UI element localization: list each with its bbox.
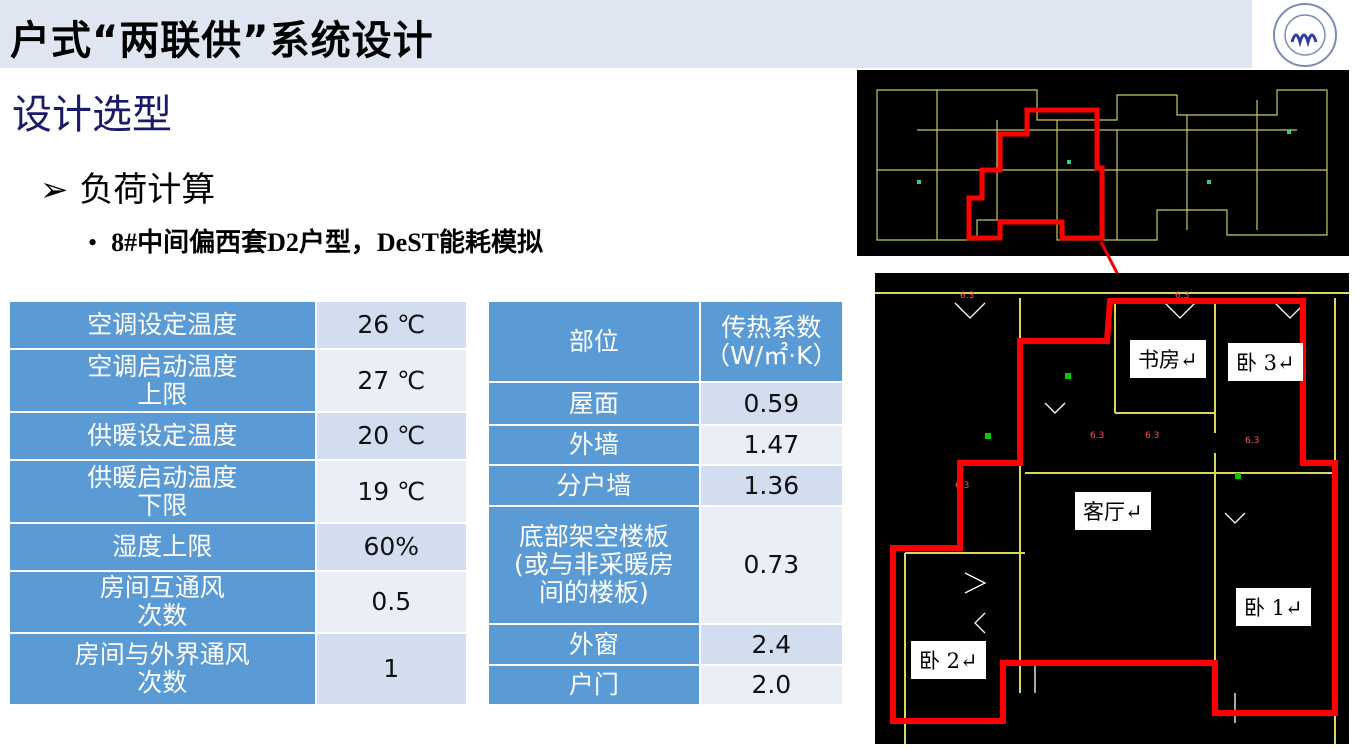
row-label: 房间互通风 次数	[8, 570, 317, 634]
row-label: 房间与外界通风 次数	[8, 632, 317, 706]
table-row: 供暖设定温度 20 ℃	[8, 411, 468, 461]
row-label: 屋面	[487, 381, 701, 426]
svg-text:6.3: 6.3	[960, 291, 974, 301]
row-value: 20 ℃	[314, 411, 468, 461]
building-plan-overview	[857, 70, 1349, 256]
table-header-row: 部位 传热系数 （W/㎡·K）	[487, 300, 845, 383]
setpoint-table: 空调设定温度 26 ℃ 空调启动温度 上限 27 ℃ 供暖设定温度 20 ℃ 供暖启动温度 …	[8, 300, 468, 706]
table-row: 屋面 0.59	[487, 381, 845, 426]
table-row: 外墙 1.47	[487, 424, 845, 466]
row-value: 2.4	[698, 623, 845, 666]
svg-text:6.3: 6.3	[1245, 436, 1259, 446]
table-row: 外窗 2.4	[487, 623, 845, 666]
row-label: 供暖设定温度	[8, 411, 317, 461]
row-label: 户门	[487, 664, 701, 706]
row-label: 底部架空楼板 (或与非采暖房 间的楼板)	[487, 505, 701, 625]
column-header: 传热系数 （W/㎡·K）	[698, 300, 845, 383]
room-label-study: 书房↵	[1130, 340, 1206, 378]
row-label: 空调设定温度	[8, 300, 317, 350]
row-value: 1.47	[698, 424, 845, 466]
heat-transfer-table: 部位 传热系数 （W/㎡·K） 屋面 0.59 外墙 1.47 分户墙 1.36 底部架空楼板 …	[487, 300, 845, 706]
table-row: 空调启动温度 上限 27 ℃	[8, 348, 468, 413]
row-value: 2.0	[698, 664, 845, 706]
row-label: 外窗	[487, 623, 701, 666]
title-bar: 户式“两联供”系统设计	[0, 0, 1252, 68]
subsection-text: 负荷计算	[79, 170, 216, 210]
row-label: 外墙	[487, 424, 701, 466]
svg-text:6.3: 6.3	[1175, 291, 1189, 301]
row-label: 分户墙	[487, 464, 701, 507]
row-value: 1.36	[698, 464, 845, 507]
page-title: 户式“两联供”系统设计	[10, 18, 434, 64]
unit-plan-detail: 6.3 6.3 6.3 6.3 6.3 6.3 书房↵ 卧 3↵ 客厅↵ 卧 1↵ 卧 2…	[875, 273, 1349, 744]
bullet-text: 8#中间偏西套D2户型，DeST能耗模拟	[111, 228, 544, 257]
row-label: 供暖启动温度 下限	[8, 459, 317, 524]
row-value: 60%	[314, 522, 468, 572]
table-row: 户门 2.0	[487, 664, 845, 706]
table-row: 供暖启动温度 下限 19 ℃	[8, 459, 468, 524]
svg-text:6.3: 6.3	[1145, 431, 1159, 441]
row-label: 空调启动温度 上限	[8, 348, 317, 413]
arrow-bullet-icon: ➢	[40, 170, 69, 210]
row-label: 湿度上限	[8, 522, 317, 572]
row-value: 1	[314, 632, 468, 706]
subsection-heading: ➢ 负荷计算	[40, 162, 215, 211]
table-row: 房间与外界通风 次数 1	[8, 632, 468, 706]
row-value: 0.5	[314, 570, 468, 634]
room-label-bedroom-2: 卧 2↵	[911, 641, 986, 679]
table-row: 房间互通风 次数 0.5	[8, 570, 468, 634]
room-label-living-room: 客厅↵	[1075, 492, 1151, 530]
table-row: 湿度上限 60%	[8, 522, 468, 572]
table-row: 分户墙 1.36	[487, 464, 845, 507]
section-heading: 设计选型	[12, 92, 172, 138]
row-value: 27 ℃	[314, 348, 468, 413]
row-value: 0.59	[698, 381, 845, 426]
university-logo	[1252, 0, 1358, 70]
table-row: 底部架空楼板 (或与非采暖房 间的楼板) 0.73	[487, 505, 845, 625]
row-value: 26 ℃	[314, 300, 468, 350]
room-label-bedroom-1: 卧 1↵	[1236, 588, 1311, 626]
table-row: 空调设定温度 26 ℃	[8, 300, 468, 350]
column-header: 部位	[487, 300, 701, 383]
row-value: 0.73	[698, 505, 845, 625]
bullet-line: • 8#中间偏西套D2户型，DeST能耗模拟	[88, 222, 543, 259]
svg-text:6.3: 6.3	[1090, 431, 1104, 441]
room-label-bedroom-3: 卧 3↵	[1228, 343, 1303, 381]
bullet-icon: •	[88, 228, 98, 257]
row-value: 19 ℃	[314, 459, 468, 524]
